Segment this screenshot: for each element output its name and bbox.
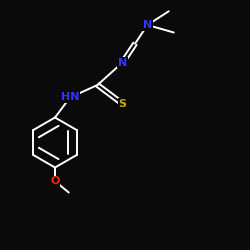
Text: N: N xyxy=(143,20,152,30)
Text: S: S xyxy=(118,99,126,109)
Text: HN: HN xyxy=(61,92,79,102)
Text: N: N xyxy=(118,58,127,68)
Text: O: O xyxy=(50,176,60,186)
